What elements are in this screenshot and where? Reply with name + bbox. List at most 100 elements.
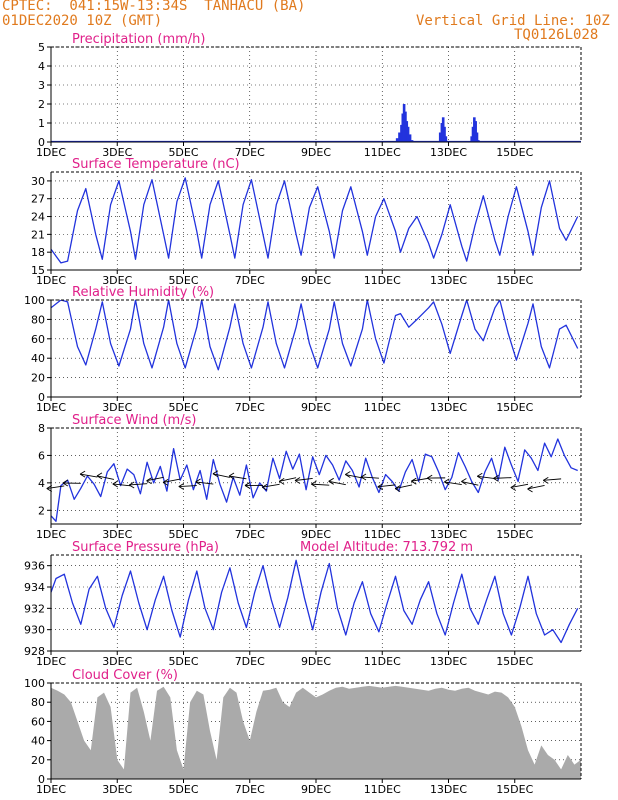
x-tick-label: 7DEC (235, 274, 265, 287)
x-tick-label: 13DEC (430, 528, 467, 541)
precip-bar (438, 132, 442, 142)
y-tick-label: 40 (31, 735, 45, 748)
wind-arrow (262, 483, 280, 488)
wind-arrow-head (128, 481, 135, 489)
x-tick-label: 5DEC (168, 274, 198, 287)
precip-bar (404, 111, 407, 142)
wind-arrow (146, 476, 164, 482)
surface-pressure-panel: 928 930 932 934 936 1DEC 3DEC 5DEC 7DEC 9DEC 11DEC… (24, 540, 582, 668)
wind-arrow (493, 477, 512, 479)
wind-arrow-head (426, 474, 433, 482)
x-tick-label: 11DEC (364, 783, 401, 796)
wind-arrow-head (294, 477, 301, 484)
surface-pressure-line (51, 559, 579, 644)
wind-arrow (46, 485, 65, 489)
wind-arrow-head (477, 472, 483, 480)
x-tick-label: 15DEC (496, 655, 533, 668)
precip-bar (395, 138, 399, 142)
wind-arrow-head (79, 470, 86, 478)
precip-bar (475, 132, 479, 142)
wind-arrow-head (377, 483, 384, 491)
x-tick-label: 3DEC (102, 146, 132, 159)
wind-arrow (361, 476, 379, 479)
wind-arrow (129, 483, 148, 486)
wind-arrow-head (244, 482, 251, 489)
wind-arrow-head (345, 471, 351, 478)
wind-arrow (162, 478, 181, 483)
surface-temperature-line (51, 177, 579, 264)
y-tick-label: 2 (38, 98, 45, 111)
y-tick-label: 3 (38, 79, 45, 92)
y-tick-label: 100 (24, 294, 45, 307)
surface-wind-line (51, 438, 578, 522)
x-tick-label: 11DEC (364, 146, 401, 159)
wind-arrow (228, 475, 247, 480)
wind-arrow (212, 473, 230, 478)
relative-humidity-title: Relative Humidity (%) (72, 285, 214, 300)
wind-arrow-head (543, 476, 549, 484)
cloud-cover-panel: 0 20 40 60 80 100 1DEC 3DEC 5DEC 7DEC 9DEC 11DEC 13D… (24, 668, 582, 796)
precip-bar (474, 121, 477, 142)
y-tick-label: 24 (31, 211, 45, 224)
wind-arrow-head (62, 479, 69, 487)
x-tick-label: 11DEC (364, 274, 401, 287)
run-date-line: 01DEC2020 10Z (GMT) (2, 13, 163, 29)
wind-arrow-head (162, 479, 169, 486)
x-tick-label: 13DEC (430, 274, 467, 287)
x-tick-label: 5DEC (168, 655, 198, 668)
wind-arrow-head (527, 485, 533, 493)
x-tick-label: 1DEC (36, 655, 66, 668)
relative-humidity-line (51, 300, 579, 371)
precip-bar (441, 117, 445, 142)
wind-arrow (411, 477, 429, 482)
wind-arrow-head (510, 484, 517, 491)
wind-arrow-head (261, 483, 268, 491)
precip-bar (400, 124, 403, 142)
precip-bar (405, 121, 409, 142)
precip-bar (401, 113, 405, 142)
precip-bar (470, 136, 473, 142)
y-tick-label: 2 (38, 504, 45, 517)
wind-arrow-head (228, 472, 235, 480)
x-tick-label: 11DEC (364, 401, 401, 414)
wind-arrow (395, 484, 413, 490)
x-tick-label: 3DEC (102, 783, 132, 796)
y-tick-label: 4 (38, 477, 45, 490)
x-tick-label: 5DEC (168, 528, 198, 541)
x-tick-label: 9DEC (301, 528, 331, 541)
grid-note: Vertical Grid Line: 10Z (416, 13, 610, 29)
x-tick-label: 7DEC (235, 528, 265, 541)
x-tick-label: 7DEC (235, 146, 265, 159)
surface-temperature-panel: 15 18 21 24 27 30 1DEC 3DEC 5DEC 7DEC 9DEC 11DEC 13D… (31, 157, 582, 287)
x-tick-label: 9DEC (301, 783, 331, 796)
wind-arrow (510, 483, 529, 488)
precipitation-title: Precipitation (mm/h) (72, 32, 205, 47)
precip-bar (471, 126, 475, 142)
x-tick-label: 3DEC (102, 655, 132, 668)
x-tick-label: 3DEC (102, 401, 132, 414)
y-tick-label: 1 (38, 117, 45, 130)
station-line: CPTEC: 041:15W-13:34S TANHACU (BA) (2, 0, 306, 14)
x-tick-label: 11DEC (364, 528, 401, 541)
precip-bar (443, 126, 446, 142)
x-tick-label: 1DEC (36, 146, 66, 159)
y-tick-label: 60 (31, 715, 45, 728)
x-tick-label: 13DEC (430, 401, 467, 414)
wind-arrow-head (96, 472, 103, 480)
x-tick-label: 15DEC (496, 274, 533, 287)
x-tick-label: 13DEC (430, 146, 467, 159)
x-tick-label: 9DEC (301, 401, 331, 414)
y-tick-label: 8 (38, 422, 45, 435)
wind-arrow-head (328, 477, 334, 485)
wind-arrow-head (178, 483, 185, 490)
x-tick-label: 1DEC (36, 274, 66, 287)
y-tick-label: 18 (31, 246, 45, 259)
wind-arrow-head (112, 480, 118, 488)
surface-wind-title: Surface Wind (m/s) (72, 413, 196, 428)
wind-arrow (195, 481, 214, 485)
wind-arrow (461, 481, 479, 486)
precip-bar (398, 132, 401, 142)
cloud-cover-title: Cloud Cover (%) (72, 668, 178, 683)
wind-arrow (477, 475, 495, 479)
x-tick-label: 13DEC (430, 655, 467, 668)
